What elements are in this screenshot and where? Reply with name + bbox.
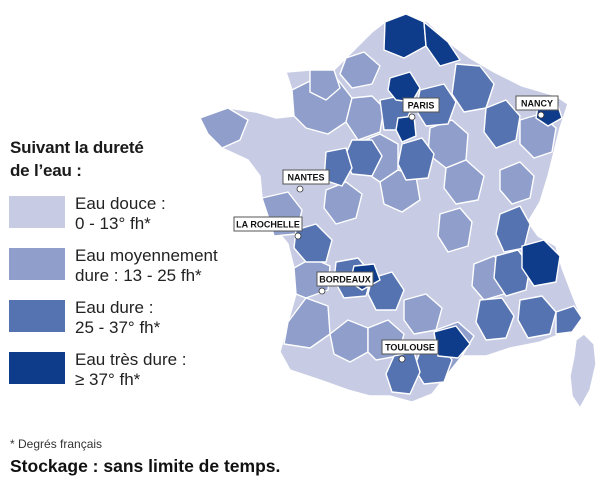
region-medium-2 bbox=[345, 95, 385, 141]
legend-label-medium: Eau moyennement bbox=[75, 246, 218, 265]
city-label-la-rochelle: LA ROCHELLE bbox=[233, 216, 303, 240]
svg-text:NANCY: NANCY bbox=[521, 99, 553, 109]
legend-title-line-2: de l’eau : bbox=[10, 161, 82, 180]
region-hard-8 bbox=[493, 249, 531, 297]
legend-label-soft: Eau douce : bbox=[75, 194, 166, 213]
svg-text:BORDEAUX: BORDEAUX bbox=[319, 275, 371, 285]
city-label-bordeaux: BORDEAUX bbox=[316, 271, 374, 295]
city-label-nantes: NANTES bbox=[282, 169, 330, 193]
region-medium-6 bbox=[379, 169, 421, 213]
region-hard-9 bbox=[517, 295, 557, 339]
region-medium-20 bbox=[339, 51, 381, 89]
svg-text:LA ROCHELLE: LA ROCHELLE bbox=[236, 220, 300, 230]
region-hard-3 bbox=[483, 99, 521, 149]
corsica bbox=[569, 333, 597, 409]
region-hard-5 bbox=[397, 137, 435, 181]
city-label-nancy: NANCY bbox=[515, 95, 559, 119]
region-medium-21 bbox=[309, 69, 341, 101]
svg-text:NANTES: NANTES bbox=[287, 173, 324, 183]
region-medium-17 bbox=[199, 107, 249, 149]
region-medium-18 bbox=[323, 181, 363, 225]
region-hard-10 bbox=[555, 305, 583, 335]
legend-swatch-very-hard bbox=[9, 352, 65, 384]
svg-text:TOULOUSE: TOULOUSE bbox=[385, 343, 435, 353]
legend-swatch-hard bbox=[9, 300, 65, 332]
region-very-hard-6 bbox=[521, 239, 561, 287]
legend-swatch-soft bbox=[9, 196, 65, 228]
legend-title-line-1: Suivant la dureté bbox=[10, 138, 144, 157]
storage-note: Stockage : sans limite de temps. bbox=[10, 456, 281, 476]
region-very-hard-2 bbox=[423, 21, 461, 67]
city-label-paris: PARIS bbox=[402, 97, 440, 121]
legend-label-very-hard: Eau très dure : bbox=[75, 350, 187, 369]
footnote: * Degrés français bbox=[10, 437, 103, 451]
region-hard-11 bbox=[475, 297, 515, 341]
city-label-toulouse: TOULOUSE bbox=[381, 339, 439, 363]
region-hard-12 bbox=[293, 223, 333, 263]
legend-range-hard: 25 - 37° fh* bbox=[75, 318, 161, 337]
region-medium-15 bbox=[499, 161, 535, 205]
legend-range-very-hard: ≥ 37° fh* bbox=[75, 370, 141, 389]
legend-label-hard: Eau dure : bbox=[75, 298, 154, 317]
region-medium-4 bbox=[443, 159, 485, 205]
legend-range-soft: 0 - 13° fh* bbox=[75, 214, 151, 233]
region-medium-19 bbox=[437, 207, 473, 253]
legend-swatch-medium bbox=[9, 248, 65, 280]
legend-title: Suivant la dureté de l’eau : bbox=[10, 136, 190, 182]
legend-range-medium: dure : 13 - 25 fh* bbox=[75, 266, 202, 285]
svg-text:PARIS: PARIS bbox=[408, 101, 435, 111]
